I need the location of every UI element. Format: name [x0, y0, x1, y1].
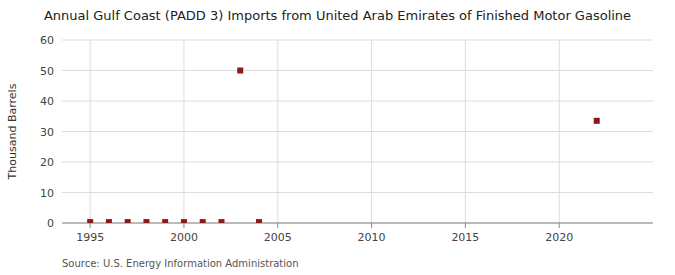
- y-grid-line: [62, 40, 653, 41]
- data-point: [162, 219, 168, 223]
- x-tick-mark: [465, 223, 466, 228]
- y-tick-label: 0: [47, 217, 54, 230]
- chart-svg: Annual Gulf Coast (PADD 3) Imports from …: [0, 0, 675, 275]
- source-note: Source: U.S. Energy Information Administ…: [62, 258, 299, 269]
- x-tick-label: 2020: [545, 231, 573, 244]
- grid: [62, 40, 653, 223]
- x-tick-mark: [183, 223, 184, 228]
- x-tick-mark: [277, 223, 278, 228]
- data-point: [125, 219, 131, 223]
- data-point: [106, 219, 112, 223]
- data-point: [200, 219, 206, 223]
- x-tick-label: 2000: [170, 231, 198, 244]
- x-grid-line: [371, 40, 372, 223]
- x-tick-label: 2005: [264, 231, 292, 244]
- data-point: [218, 219, 224, 223]
- data-point: [237, 68, 243, 74]
- y-grid-line: [62, 70, 653, 71]
- x-tick-mark: [90, 223, 91, 228]
- marks: [87, 68, 600, 224]
- x-tick-mark: [559, 223, 560, 228]
- y-grid-line: [62, 223, 653, 224]
- x-grid-line: [277, 40, 278, 223]
- x-tick-label: 2010: [358, 231, 386, 244]
- data-point: [594, 118, 600, 124]
- y-grid-line: [62, 162, 653, 163]
- x-tick-label: 1995: [76, 231, 104, 244]
- chart-title: Annual Gulf Coast (PADD 3) Imports from …: [44, 8, 631, 23]
- y-tick-label: 50: [40, 65, 54, 78]
- y-tick-label: 30: [40, 126, 54, 139]
- x-grid-line: [183, 40, 184, 223]
- data-point: [181, 219, 187, 223]
- y-grid-line: [62, 101, 653, 102]
- y-axis-label: Thousand Barrels: [6, 83, 19, 180]
- y-tick-label: 10: [40, 187, 54, 200]
- x-grid-line: [90, 40, 91, 223]
- x-grid-line: [465, 40, 466, 223]
- y-grid-line: [62, 131, 653, 132]
- x-tick-label: 2015: [451, 231, 479, 244]
- y-tick-label: 20: [40, 156, 54, 169]
- y-tick-label: 60: [40, 34, 54, 47]
- y-tick-label: 40: [40, 95, 54, 108]
- data-point: [143, 219, 149, 223]
- x-grid-line: [559, 40, 560, 223]
- data-point: [87, 219, 93, 223]
- chart-container: Annual Gulf Coast (PADD 3) Imports from …: [0, 0, 675, 275]
- x-tick-mark: [371, 223, 372, 228]
- axes: 0 10 20 30 40 50 60 1995 2000 2005 2010 2015 2020: [40, 34, 653, 244]
- y-grid-line: [62, 192, 653, 193]
- data-point: [256, 219, 262, 223]
- x-axis-line: [62, 223, 653, 224]
